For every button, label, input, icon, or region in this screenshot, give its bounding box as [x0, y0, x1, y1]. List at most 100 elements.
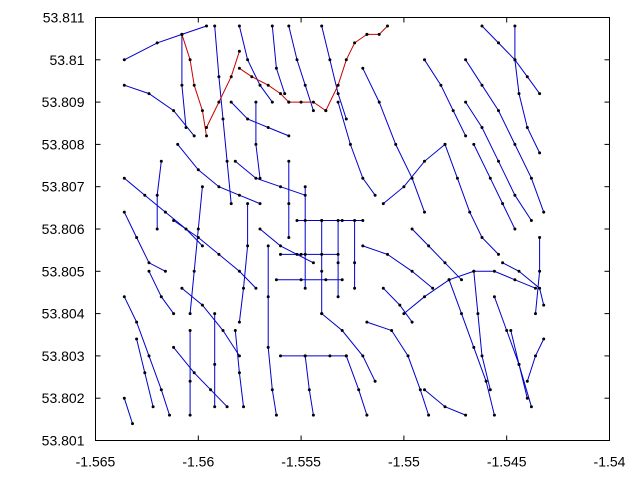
data-point: [270, 100, 274, 104]
data-point: [406, 354, 410, 358]
data-point: [213, 24, 217, 28]
series-0-segment-3: [123, 211, 166, 272]
data-point: [270, 388, 274, 392]
data-point: [365, 320, 369, 324]
series-0-segment-55: [189, 186, 203, 314]
data-point: [229, 75, 233, 79]
x-tick-label: -1.54: [594, 454, 626, 470]
data-point: [200, 303, 204, 307]
series-0-segment-12: [173, 347, 228, 408]
data-point: [237, 354, 241, 358]
data-point: [147, 354, 151, 358]
data-point: [344, 58, 348, 62]
data-point: [196, 236, 200, 239]
data-point: [381, 286, 385, 290]
data-point: [192, 371, 196, 375]
data-point: [188, 413, 192, 417]
data-point: [492, 295, 496, 299]
series-0-segment-45: [424, 59, 467, 137]
x-tick-label: -1.545: [487, 454, 527, 470]
data-point: [529, 176, 533, 180]
series-1-segment-5: [366, 25, 388, 35]
data-point: [229, 202, 233, 206]
data-point: [246, 244, 250, 248]
series-0-segment-29: [362, 245, 434, 289]
series-0-segment-42: [473, 144, 516, 230]
series-1-segment-3: [288, 101, 327, 112]
data-point: [147, 269, 151, 273]
data-point: [258, 227, 262, 231]
data-point: [361, 354, 365, 358]
data-point: [501, 261, 505, 265]
data-point: [258, 83, 262, 87]
data-point: [283, 92, 287, 96]
data-point: [303, 185, 307, 189]
data-point: [410, 227, 414, 231]
data-point: [242, 286, 245, 290]
data-point: [163, 269, 167, 273]
data-point: [398, 303, 402, 307]
data-point: [303, 219, 307, 222]
series-0-segment-0: [124, 25, 207, 61]
series-0-segment-43: [514, 26, 541, 154]
data-point: [443, 261, 447, 265]
series-0-segment-39: [465, 59, 545, 213]
x-tick-label: -1.565: [76, 454, 116, 470]
data-point: [443, 405, 447, 409]
data-point: [246, 202, 250, 206]
y-tick-label: 53.807: [42, 179, 85, 195]
data-point: [513, 227, 517, 231]
data-point: [353, 261, 357, 265]
series-0-segment-49: [288, 25, 314, 111]
data-point: [497, 159, 500, 163]
data-point: [237, 320, 241, 324]
data-point: [122, 210, 126, 214]
data-point: [159, 388, 163, 392]
data-point: [472, 269, 476, 273]
series-0-segment-8: [214, 25, 232, 204]
data-point: [328, 58, 332, 62]
data-point: [180, 286, 184, 290]
y-tick-label: 53.811: [43, 10, 85, 26]
data-point: [192, 134, 196, 138]
data-point: [303, 354, 307, 358]
data-point: [423, 58, 426, 62]
data-point: [266, 244, 270, 248]
data-point: [287, 24, 291, 28]
data-point: [254, 176, 258, 180]
data-point: [394, 142, 398, 146]
data-point: [237, 371, 241, 375]
data-point: [188, 379, 192, 383]
series-0-segment-33: [403, 270, 536, 314]
data-point: [484, 379, 488, 383]
data-point: [205, 134, 208, 138]
data-point: [472, 345, 476, 349]
data-point: [423, 210, 426, 214]
data-point: [336, 100, 340, 104]
data-point: [439, 83, 443, 87]
data-point: [274, 413, 278, 417]
x-tick-label: -1.55: [388, 454, 420, 470]
series-0-segment-9: [177, 144, 261, 205]
marker-layer: [122, 24, 546, 426]
data-point: [122, 83, 126, 87]
series-1-segment-1: [206, 51, 240, 128]
data-point: [147, 261, 151, 265]
data-point: [250, 75, 254, 79]
data-point: [542, 210, 546, 214]
data-point: [423, 295, 426, 299]
data-point: [480, 83, 484, 87]
data-point: [525, 126, 529, 129]
data-point: [200, 244, 204, 248]
data-point: [287, 236, 291, 239]
data-point: [303, 193, 307, 197]
data-point: [336, 295, 340, 299]
data-point: [410, 269, 414, 273]
data-point: [410, 176, 414, 180]
data-point: [184, 126, 188, 129]
data-point: [513, 142, 517, 146]
series-1-segment-2: [239, 67, 290, 103]
data-point: [266, 126, 270, 129]
data-point: [188, 329, 192, 332]
data-point: [538, 236, 542, 239]
